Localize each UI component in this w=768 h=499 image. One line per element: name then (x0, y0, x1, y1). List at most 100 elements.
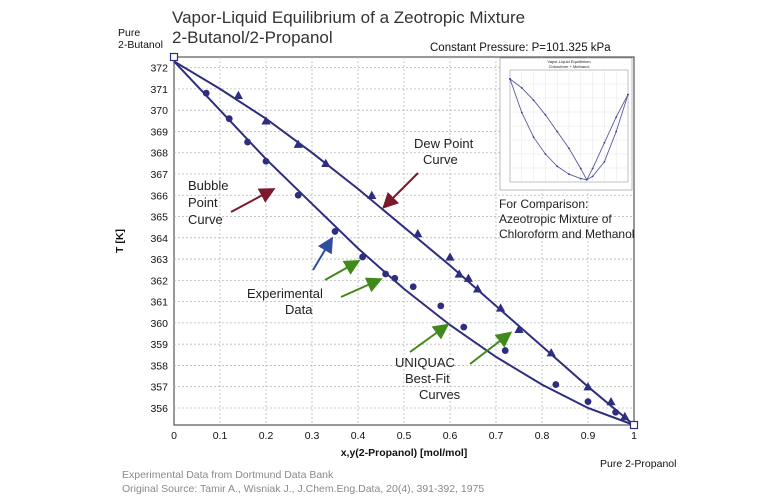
experimental-arrow-green-1 (324, 260, 361, 281)
uniquac-label-line3: Curves (419, 387, 461, 402)
inset-data-point (591, 175, 594, 178)
inset-data-point (532, 136, 535, 139)
inset-data-point (532, 99, 535, 102)
bubble-data-point (501, 347, 509, 354)
x-tick-label: 0.1 (213, 430, 228, 442)
inset-data-point (603, 141, 606, 144)
y-tick-label: 372 (150, 63, 168, 75)
x-tick-label: 0.7 (489, 430, 504, 442)
dew-data-point (546, 348, 556, 357)
bubble-label-line1: Bubble (188, 178, 228, 193)
dew-data-point (413, 228, 423, 238)
x-tick-label: 0.6 (443, 430, 458, 442)
bubble-data-point (409, 283, 417, 291)
inset-data-point (509, 78, 511, 80)
inset-data-point (591, 167, 594, 170)
bubble-label-line2: Point (188, 195, 218, 210)
bubble-data-point (294, 191, 302, 199)
inset-chart: Vapor-Liquid Equilibrium Chloroform + Me… (499, 57, 633, 191)
y-tick-label: 359 (150, 339, 168, 351)
dew-data-point (293, 139, 303, 148)
dew-data-point (233, 90, 243, 99)
y-tick-label: 362 (150, 275, 168, 287)
x-tick-label: 0.8 (535, 430, 550, 442)
bubble-data-point (202, 89, 210, 97)
inset-data-point (520, 111, 523, 114)
bubble-data-point (225, 115, 233, 123)
comparison-line2: Azeotropic Mixture of (499, 212, 612, 226)
dew-data-point (445, 252, 455, 261)
dew-data-point (463, 273, 473, 282)
bubble-data-point (262, 157, 270, 165)
inset-data-point (585, 178, 588, 181)
pure-left-line1: Pure (118, 27, 140, 39)
pure-propanol-marker (629, 420, 639, 430)
x-tick-label: 0.4 (351, 430, 366, 442)
experimental-arrow-blue (312, 236, 334, 271)
dew-data-point (261, 116, 271, 125)
bubble-data-point (552, 381, 560, 388)
dew-data-point (454, 269, 464, 278)
dew-data-point (473, 284, 483, 293)
dew-arrow (382, 172, 419, 209)
uniquac-label-line2: Best-Fit (405, 371, 450, 386)
bubble-data-point (244, 138, 252, 146)
comparison-line3: Chloroform and Methanol (499, 227, 634, 241)
dew-data-point (583, 382, 593, 391)
bubble-label-line3: Curve (188, 212, 223, 227)
inset-data-point (627, 93, 629, 96)
x-axis-label: x,y(2-Propanol) [mol/mol] (341, 447, 468, 459)
chart-title-line2: 2-Butanol/2-Propanol (172, 28, 333, 47)
y-tick-label: 361 (150, 297, 168, 309)
y-tick-label: 363 (150, 254, 168, 266)
x-tick-labels: 0 0.1 0.2 0.3 0.4 0.5 0.6 0.7 0.8 0.9 1 (171, 430, 637, 442)
y-tick-label: 366 (150, 190, 168, 202)
x-tick-label: 0.9 (581, 430, 596, 442)
bubble-data-point (391, 274, 399, 282)
y-tick-label: 358 (150, 360, 168, 372)
dew-data-point (606, 397, 616, 406)
uniquac-label-line1: UNIQUAC (395, 355, 455, 370)
bubble-data-point (382, 270, 389, 278)
inset-grid (510, 70, 628, 182)
dew-model-curve (173, 60, 635, 426)
inset-bubble-curve (509, 78, 629, 181)
inset-data-point (568, 147, 570, 150)
uniquac-arrow-1 (409, 323, 450, 353)
y-tick-label: 364 (150, 233, 168, 245)
y-tick-label: 356 (150, 403, 168, 415)
inset-title: Vapor-Liquid Equilibrium (547, 59, 591, 64)
pure-butanol-marker (169, 52, 179, 62)
y-tick-labels: 356 357 358 359 360 361 362 363 364 365 366 367 368 3… (150, 63, 168, 415)
x-tick-label: 0 (171, 430, 177, 442)
inset-data-point (615, 116, 618, 118)
dew-data-point (321, 158, 331, 168)
bubble-data-point (437, 302, 445, 310)
inset-data-point (544, 153, 547, 155)
inset-data-point (579, 177, 582, 180)
dew-label-line2: Curve (423, 152, 458, 167)
inset-subtitle: Chloroform + Methanol (549, 64, 590, 69)
dew-data-point (496, 303, 506, 312)
pressure-condition: Constant Pressure: P=101.325 kPa (430, 42, 611, 54)
pure-left-line2: 2-Butanol (118, 39, 163, 51)
y-tick-label: 365 (150, 212, 168, 224)
inset-data-point (603, 160, 606, 163)
y-tick-label: 367 (150, 169, 168, 181)
bubble-arrow (230, 188, 276, 213)
experimental-label-line2: Data (285, 302, 313, 317)
y-tick-label: 370 (150, 105, 168, 117)
inset-data-point (520, 87, 523, 89)
uniquac-arrow-2 (469, 331, 513, 365)
pure-right-label: Pure 2-Propanol (600, 458, 676, 470)
y-tick-label: 368 (150, 148, 168, 160)
inset-data-point (579, 167, 582, 170)
y-tick-label: 371 (150, 84, 168, 96)
bubble-data-point (331, 228, 339, 235)
dew-data-point (620, 411, 630, 421)
experimental-points (202, 89, 630, 421)
y-axis-label: T [K] (114, 229, 126, 253)
experimental-label-line1: Experimental (247, 286, 323, 301)
inset-dew-curve (509, 78, 629, 181)
